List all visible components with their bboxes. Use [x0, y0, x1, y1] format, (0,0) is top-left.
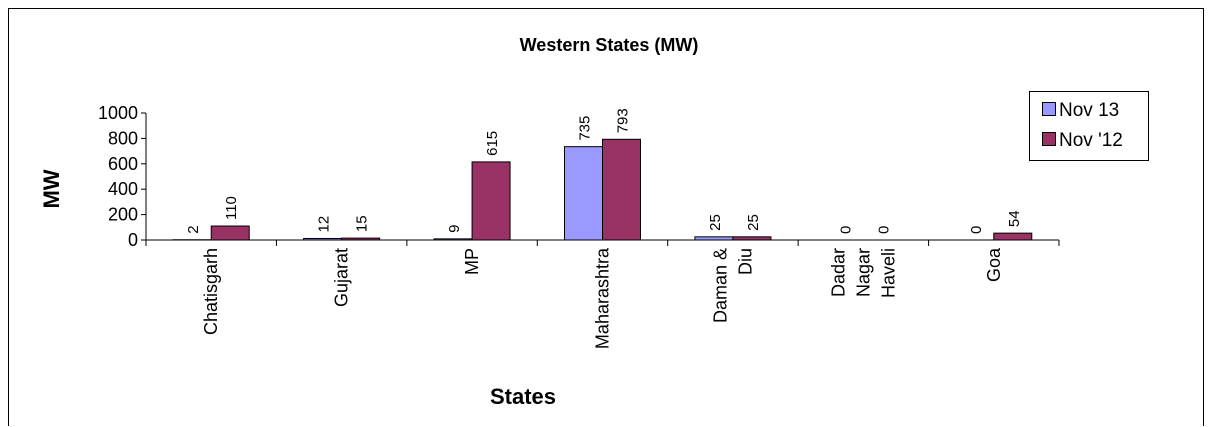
y-tick-label: 0 — [128, 230, 138, 250]
data-label: 793 — [615, 108, 632, 133]
data-label: 12 — [316, 216, 333, 233]
data-label: 25 — [745, 214, 762, 231]
legend-item-nov-13: Nov 13 — [1042, 100, 1119, 122]
category-label: Diu — [735, 248, 755, 275]
category-label: Nagar — [853, 248, 873, 297]
bar — [472, 162, 510, 240]
data-label: 9 — [446, 225, 463, 233]
data-label: 0 — [968, 226, 985, 234]
bar — [994, 233, 1032, 240]
data-label: 0 — [875, 226, 892, 234]
category-label: Daman & — [710, 248, 730, 323]
category-label: MP — [462, 248, 482, 275]
data-label: 735 — [577, 116, 594, 141]
data-label: 54 — [1006, 210, 1023, 227]
category-label: Dadar — [828, 248, 848, 297]
category-label: Gujarat — [332, 248, 352, 307]
legend-label-nov-13: Nov 13 — [1059, 100, 1119, 121]
x-axis-label: States — [490, 384, 556, 409]
chart-legend: Nov 13 Nov '12 — [1029, 91, 1149, 161]
data-label: 110 — [223, 196, 240, 220]
bar — [211, 226, 249, 240]
chart-title: Western States (MW) — [520, 35, 699, 55]
data-label: 2 — [185, 225, 202, 233]
category-label: Chatisgarh — [201, 248, 221, 335]
data-label: 15 — [354, 215, 371, 232]
y-tick-label: 400 — [108, 179, 138, 199]
y-axis-label: MW — [39, 169, 64, 208]
y-tick-label: 200 — [108, 205, 138, 225]
legend-swatch-nov-13 — [1042, 102, 1056, 116]
legend-swatch-nov-12 — [1042, 132, 1056, 146]
legend-item-nov-12: Nov '12 — [1042, 130, 1123, 152]
bar-chart: Western States (MW) MW States 0200400600… — [9, 9, 1205, 427]
y-tick-label: 800 — [108, 128, 138, 148]
category-label: Maharashtra — [593, 247, 613, 349]
y-tick-label: 1000 — [98, 103, 138, 123]
legend-label-nov-12: Nov '12 — [1059, 130, 1123, 151]
category-label: Goa — [984, 247, 1004, 282]
bar — [603, 139, 641, 240]
bar — [565, 147, 603, 240]
data-label: 0 — [837, 226, 854, 234]
category-label: Haveli — [878, 248, 898, 298]
y-tick-label: 600 — [108, 154, 138, 174]
plot-area: 0 200 400 600 800 1000 2 12 9 735 25 0 0 110 15 615 793 2… — [98, 103, 1059, 349]
data-label: 615 — [484, 131, 501, 156]
data-label: 25 — [707, 214, 724, 231]
